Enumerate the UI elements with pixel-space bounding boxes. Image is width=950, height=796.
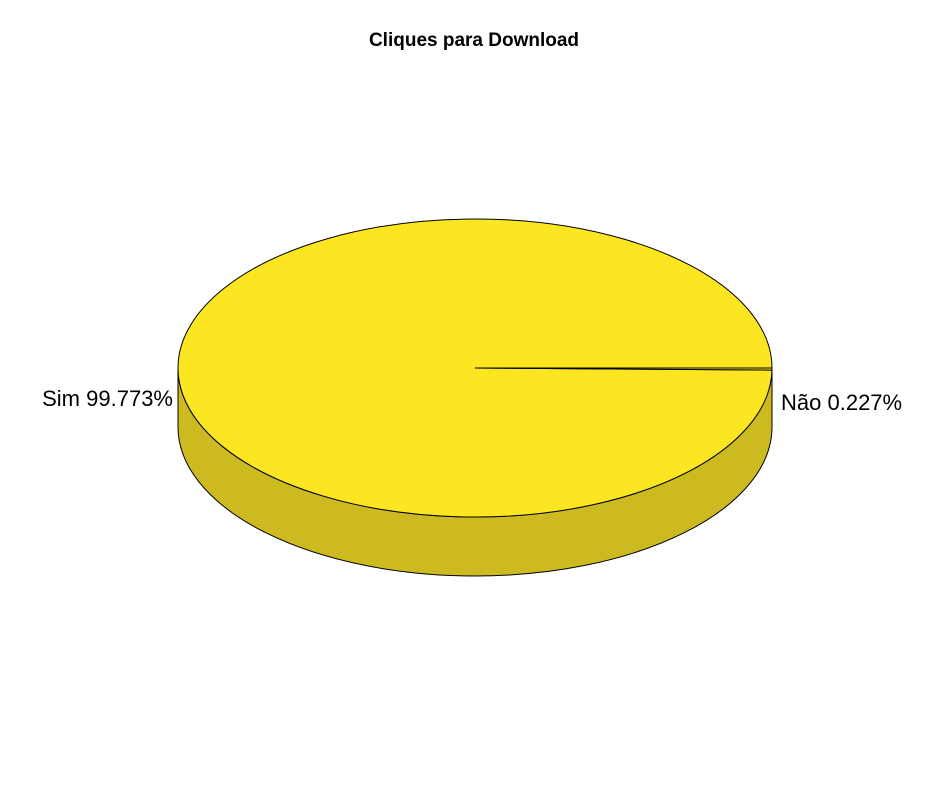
slice-label-sim-percent: 99.773% <box>86 386 173 411</box>
slice-label-nao-name: Não <box>781 390 821 415</box>
slice-label-nao: Não 0.227% <box>781 390 902 415</box>
pie-top-face <box>177 218 773 518</box>
slice-label-sim-name: Sim <box>42 386 80 411</box>
slice-label-nao-percent: 0.227% <box>827 390 902 415</box>
slice-label-sim: Sim 99.773% <box>42 386 173 411</box>
pie-slice-nao <box>474 367 773 371</box>
chart-title: Cliques para Download <box>369 30 579 51</box>
